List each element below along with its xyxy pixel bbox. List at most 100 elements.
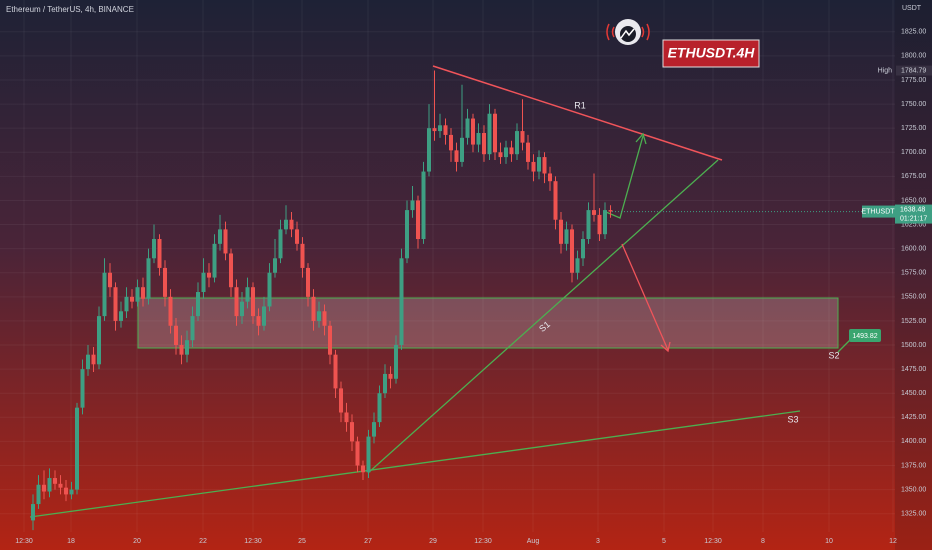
target-label: 1493.82 (852, 333, 877, 340)
x-tick-label: 25 (298, 538, 306, 545)
candle-body (509, 147, 514, 155)
y-tick-label: 1800.00 (901, 53, 926, 60)
price-axis (895, 0, 932, 550)
x-tick-label: 3 (596, 538, 600, 545)
candle-body (383, 373, 387, 394)
candle-body (201, 272, 206, 293)
y-tick-label: 1400.00 (901, 438, 926, 445)
candle-body (482, 133, 486, 155)
candle-body (135, 287, 140, 302)
candle-body (449, 134, 453, 151)
candle-body (223, 229, 228, 254)
candle-body (163, 267, 167, 297)
candle-body (608, 210, 613, 212)
candle-body (564, 229, 569, 244)
symbol-label: ETHUSDT (861, 208, 895, 215)
candle-body (498, 152, 503, 158)
high-tag (896, 65, 932, 76)
candle-body (586, 210, 591, 240)
candle-body (289, 219, 294, 230)
candle-body (487, 113, 492, 155)
candle-body (102, 272, 107, 317)
candle-body (542, 157, 547, 174)
logo (606, 19, 650, 45)
candle-body (311, 296, 316, 321)
y-tick-label: 1775.00 (901, 77, 926, 84)
y-tick-label: 1375.00 (901, 462, 926, 469)
candle-body (300, 243, 305, 268)
candle-body (504, 147, 508, 158)
candle-body (64, 487, 68, 495)
candle-body (306, 267, 310, 297)
candle-body (553, 181, 558, 220)
x-tick-label: 12:30 (244, 538, 262, 545)
candle-body (97, 316, 101, 365)
x-tick-label: 20 (133, 538, 141, 545)
x-tick-label: 27 (364, 538, 372, 545)
candle-body (339, 388, 343, 413)
candle-body (416, 200, 420, 240)
candle-body (597, 214, 602, 235)
candle-body (581, 239, 585, 259)
candle-body (520, 131, 525, 143)
candle-body (372, 422, 376, 437)
candle-body (493, 113, 497, 153)
annotation: S3 (787, 414, 798, 424)
candle-body (229, 253, 233, 288)
candle-body (273, 258, 277, 273)
candle-body (421, 171, 426, 240)
y-tick-label: 1525.00 (901, 318, 926, 325)
y-tick-label: 1625.00 (901, 221, 926, 228)
candle-body (322, 311, 327, 326)
candle-body (526, 142, 530, 162)
symbol-tag (862, 205, 895, 218)
candle-body (108, 272, 112, 288)
candle-body (53, 478, 57, 484)
x-tick-label: Aug (527, 538, 540, 545)
price-tag (895, 204, 932, 224)
candle-body (388, 373, 393, 379)
candle-body (570, 229, 574, 273)
y-tick-label: 1475.00 (901, 366, 926, 373)
candle-body (146, 258, 151, 299)
candle-body (256, 316, 261, 326)
candle-body (267, 272, 272, 307)
high-value: 1784.79 (901, 67, 926, 74)
candle-body (366, 436, 371, 473)
y-tick-label: 1425.00 (901, 414, 926, 421)
y-tick-label: 1325.00 (901, 511, 926, 518)
candle-body (152, 239, 156, 259)
candle-body (179, 345, 184, 355)
candle-body (196, 292, 200, 317)
candle-body (168, 296, 173, 326)
candle-body (91, 354, 96, 365)
candle-body (42, 484, 46, 492)
price-label: 1638.48 (900, 206, 925, 213)
candle-body (548, 173, 552, 182)
support-line (367, 159, 719, 474)
candle-body (460, 137, 464, 162)
target-box (849, 329, 881, 342)
x-tick-label: 12 (889, 538, 897, 545)
candle-body (399, 258, 404, 346)
annotation: S2 (828, 350, 839, 360)
x-tick-label: 22 (199, 538, 207, 545)
x-tick-label: 12:30 (474, 538, 492, 545)
candle-body (377, 393, 382, 423)
candle-body (559, 219, 563, 244)
x-tick-label: 12:30 (15, 538, 33, 545)
candle-body (355, 441, 360, 466)
target-connector (837, 339, 851, 353)
candle-body (47, 478, 52, 492)
candle-body (603, 210, 607, 235)
resistance-line (432, 65, 723, 161)
badge: ETHUSDT.4H (668, 45, 756, 61)
candle-body (295, 229, 299, 244)
candle-body (394, 345, 398, 379)
candle-body (80, 369, 85, 408)
candle-body (262, 306, 266, 326)
candle-body (36, 484, 41, 505)
candle-body (592, 210, 596, 215)
candle-body (537, 157, 541, 172)
